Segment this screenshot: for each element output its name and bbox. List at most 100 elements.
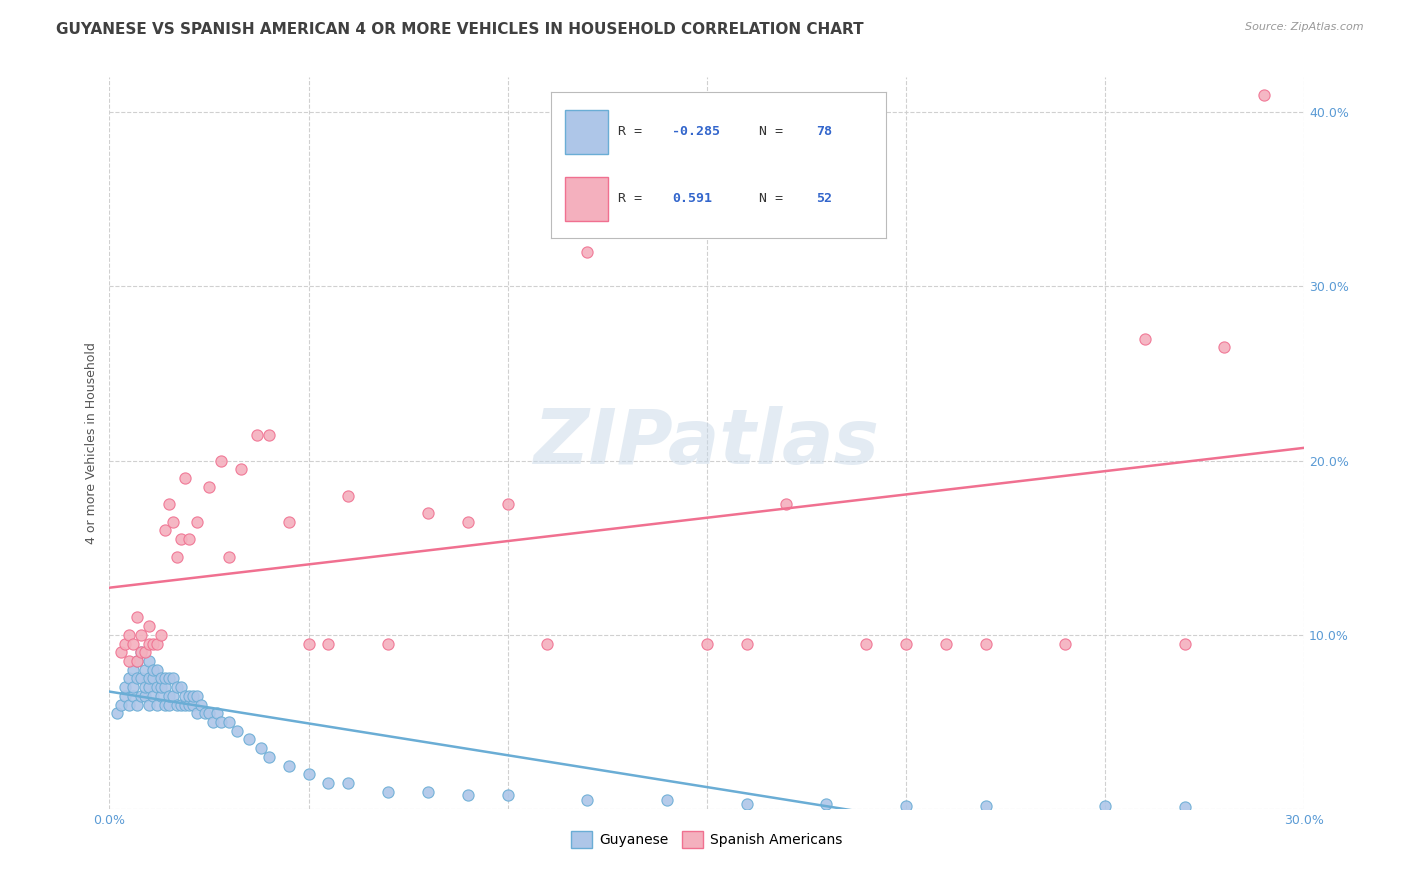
Point	[110, 645, 132, 659]
Point	[181, 698, 204, 712]
Point	[181, 689, 204, 703]
Point	[416, 506, 439, 520]
Point	[218, 714, 240, 729]
Point	[114, 680, 136, 694]
Point	[1253, 87, 1275, 102]
Point	[696, 637, 718, 651]
Point	[162, 672, 184, 686]
Point	[114, 689, 136, 703]
Point	[118, 654, 141, 668]
Point	[129, 689, 152, 703]
Point	[229, 462, 252, 476]
Point	[138, 619, 160, 633]
Point	[457, 515, 479, 529]
Point	[166, 680, 188, 694]
Point	[110, 698, 132, 712]
Point	[127, 654, 149, 668]
Point	[134, 645, 156, 659]
Text: GUYANESE VS SPANISH AMERICAN 4 OR MORE VEHICLES IN HOUSEHOLD CORRELATION CHART: GUYANESE VS SPANISH AMERICAN 4 OR MORE V…	[56, 22, 863, 37]
Point	[174, 471, 197, 485]
Point	[377, 637, 399, 651]
Point	[297, 637, 319, 651]
Point	[138, 672, 160, 686]
Point	[134, 680, 156, 694]
Point	[122, 663, 145, 677]
Point	[118, 628, 141, 642]
Point	[194, 706, 217, 721]
Point	[170, 698, 193, 712]
Point	[616, 193, 638, 207]
Point	[815, 797, 838, 811]
Point	[337, 489, 360, 503]
Point	[416, 785, 439, 799]
Point	[257, 749, 280, 764]
Point	[122, 637, 145, 651]
Point	[118, 672, 141, 686]
Point	[198, 480, 221, 494]
Point	[174, 689, 197, 703]
Point	[146, 663, 169, 677]
Point	[201, 714, 224, 729]
Point	[198, 706, 221, 721]
Point	[122, 689, 145, 703]
Point	[129, 628, 152, 642]
Point	[134, 689, 156, 703]
Point	[166, 549, 188, 564]
Point	[142, 672, 165, 686]
Point	[1174, 800, 1197, 814]
Point	[186, 515, 208, 529]
Point	[157, 689, 180, 703]
Point	[209, 714, 232, 729]
Point	[138, 654, 160, 668]
Point	[277, 515, 299, 529]
Point	[127, 610, 149, 624]
Point	[1174, 637, 1197, 651]
Point	[1213, 341, 1236, 355]
Point	[138, 637, 160, 651]
Point	[157, 672, 180, 686]
Point	[150, 672, 173, 686]
Point	[246, 427, 269, 442]
Point	[377, 785, 399, 799]
Point	[177, 698, 200, 712]
Point	[735, 797, 758, 811]
Point	[1133, 332, 1156, 346]
Point	[150, 689, 173, 703]
Point	[536, 637, 558, 651]
Point	[162, 689, 184, 703]
Point	[1054, 637, 1077, 651]
Point	[105, 706, 128, 721]
Point	[129, 645, 152, 659]
Point	[1094, 798, 1116, 813]
Point	[127, 654, 149, 668]
Point	[162, 515, 184, 529]
Point	[894, 637, 917, 651]
Point	[318, 776, 340, 790]
Point	[496, 497, 519, 511]
Text: Source: ZipAtlas.com: Source: ZipAtlas.com	[1246, 22, 1364, 32]
Point	[186, 689, 208, 703]
Point	[153, 698, 176, 712]
Point	[129, 672, 152, 686]
Point	[457, 788, 479, 802]
Point	[138, 698, 160, 712]
Point	[142, 637, 165, 651]
Point	[174, 698, 197, 712]
Point	[209, 453, 232, 467]
Point	[146, 698, 169, 712]
Point	[257, 427, 280, 442]
Point	[118, 698, 141, 712]
Point	[157, 497, 180, 511]
Point	[142, 689, 165, 703]
Point	[576, 793, 599, 807]
Point	[150, 628, 173, 642]
Point	[146, 680, 169, 694]
Point	[974, 798, 997, 813]
Point	[496, 788, 519, 802]
Point	[894, 798, 917, 813]
Point	[170, 680, 193, 694]
Point	[153, 680, 176, 694]
Point	[177, 689, 200, 703]
Point	[249, 741, 271, 756]
Point	[190, 698, 212, 712]
